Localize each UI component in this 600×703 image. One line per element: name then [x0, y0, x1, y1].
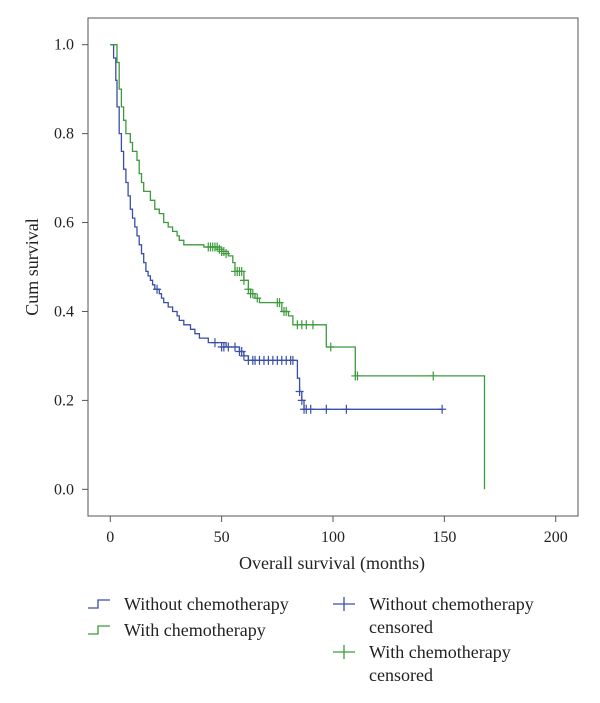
censor-mark-1: [295, 387, 304, 396]
censor-mark-1: [153, 284, 162, 294]
legend-label: With chemotherapy: [369, 642, 511, 662]
x-tick-label: 50: [214, 529, 230, 546]
censor-mark-2: [237, 266, 246, 276]
censor-mark-2: [253, 293, 262, 303]
censor-mark-2: [248, 289, 257, 299]
x-tick-label: 200: [544, 529, 568, 546]
censor-mark-1: [210, 338, 219, 348]
censor-mark-2: [275, 298, 284, 308]
censor-mark-2: [353, 371, 362, 381]
censor-mark-2: [282, 306, 291, 316]
censor-mark-1: [297, 395, 306, 405]
x-tick-label: 100: [321, 529, 345, 546]
legend-label: censored: [369, 665, 433, 685]
censor-mark-2: [429, 371, 438, 381]
censor-mark-2: [302, 320, 311, 330]
legend-censor-swatch: [333, 645, 355, 659]
censor-mark-1: [306, 404, 315, 414]
x-axis: 0 50 100 150 200: [106, 516, 568, 546]
y-tick-label: 0.4: [54, 303, 74, 320]
series-layer: [110, 44, 486, 490]
plot-frame: [87, 17, 579, 517]
censor-mark-1: [322, 404, 331, 414]
survival-curve-2: [110, 44, 486, 490]
legend-step-swatch: [88, 599, 110, 609]
censor-mark-2: [308, 320, 317, 330]
censor-mark-1: [342, 404, 351, 414]
x-tick-label: 150: [432, 529, 456, 546]
legend-label: Without chemotherapy: [369, 594, 534, 614]
legend-step-swatch: [88, 625, 110, 635]
legend: Without chemotherapy With chemotherapy Wit…: [88, 594, 534, 685]
y-tick-label: 0.8: [54, 126, 74, 143]
y-tick-label: 0.2: [54, 392, 74, 409]
y-axis-title: Cum survival: [22, 218, 42, 316]
legend-label: Without chemotherapy: [124, 594, 289, 614]
legend-label: With chemotherapy: [124, 620, 266, 640]
censor-mark-1: [224, 342, 233, 352]
y-tick-label: 1.0: [54, 37, 74, 54]
censor-mark-1: [239, 351, 248, 361]
x-axis-title: Overall survival (months): [239, 553, 425, 574]
censor-mark-1: [288, 355, 297, 365]
plot-border: [87, 17, 579, 517]
legend-label: censored: [369, 617, 433, 637]
survival-curve-1: [110, 44, 443, 410]
y-tick-label: 0.0: [54, 481, 74, 498]
y-tick-label: 0.6: [54, 215, 74, 232]
y-axis: 0.0 0.2 0.4 0.6 0.8 1.0: [54, 37, 88, 498]
censor-mark-2: [239, 275, 248, 285]
x-tick-label: 0: [106, 529, 114, 546]
legend-censor-swatch: [333, 597, 355, 611]
censor-mark-1: [231, 342, 239, 352]
censor-mark-2: [326, 342, 335, 352]
censor-mark-1: [438, 404, 447, 414]
censor-mark-2: [222, 249, 231, 259]
